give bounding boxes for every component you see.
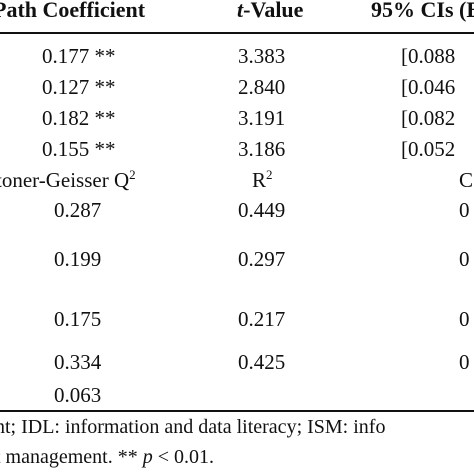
path-coef-1: 0.177 **	[42, 44, 116, 68]
fit-r2-1: 0.449	[238, 198, 286, 222]
subheader-q2: toner-Geisser Q2	[0, 168, 136, 193]
header-rule	[0, 32, 474, 34]
subheader-q2-text: toner-Geisser Q	[0, 168, 130, 192]
path-ci-3: [0.082	[401, 106, 456, 130]
fit-third-4: 0	[459, 350, 470, 374]
footnote-line-2: t management. ** p < 0.01.	[0, 446, 214, 469]
path-t-1: 3.383	[238, 44, 286, 68]
fit-third-2: 0	[459, 247, 470, 271]
fit-third-1: 0	[459, 198, 470, 222]
fit-r2-2: 0.297	[238, 247, 286, 271]
fit-r2-3: 0.217	[238, 307, 286, 331]
path-ci-2: [0.046	[401, 75, 456, 99]
header-t-suffix: -Value	[243, 0, 304, 22]
path-coef-3: 0.182 **	[42, 106, 116, 130]
fit-r2-4: 0.425	[238, 350, 286, 374]
fit-third-3: 0	[459, 307, 470, 331]
path-coef-4: 0.155 **	[42, 137, 116, 161]
fit-q2-3: 0.175	[54, 307, 102, 331]
fit-q2-5: 0.063	[54, 383, 102, 407]
path-coef-2: 0.127 **	[42, 75, 116, 99]
subheader-q2-sup: 2	[129, 167, 136, 182]
footnote-line-2-text: t management. **	[0, 446, 143, 468]
header-path-coefficient: Path Coefficient	[0, 0, 146, 22]
header-t-italic: t	[237, 0, 244, 22]
path-ci-1: [0.088	[401, 44, 456, 68]
path-t-3: 3.191	[238, 106, 286, 130]
path-ci-4: [0.052	[401, 137, 456, 161]
bottom-rule	[0, 410, 474, 412]
path-t-2: 2.840	[238, 75, 286, 99]
footnote-p-italic: p	[142, 446, 153, 468]
subheader-third: C	[459, 168, 474, 192]
subheader-r2-text: R	[252, 168, 267, 192]
footnote-line-2-tail: < 0.01.	[152, 446, 215, 468]
header-95-ci: 95% CIs (Bi	[371, 0, 474, 22]
footnote-line-1: nt; IDL: information and data literacy; …	[0, 416, 386, 438]
fit-q2-2: 0.199	[54, 247, 102, 271]
header-t-value: t-Value	[237, 0, 303, 23]
path-t-4: 3.186	[238, 137, 286, 161]
subheader-r2: R2	[252, 168, 273, 193]
subheader-r2-sup: 2	[266, 167, 273, 182]
fit-q2-4: 0.334	[54, 350, 102, 374]
fit-q2-1: 0.287	[54, 198, 102, 222]
